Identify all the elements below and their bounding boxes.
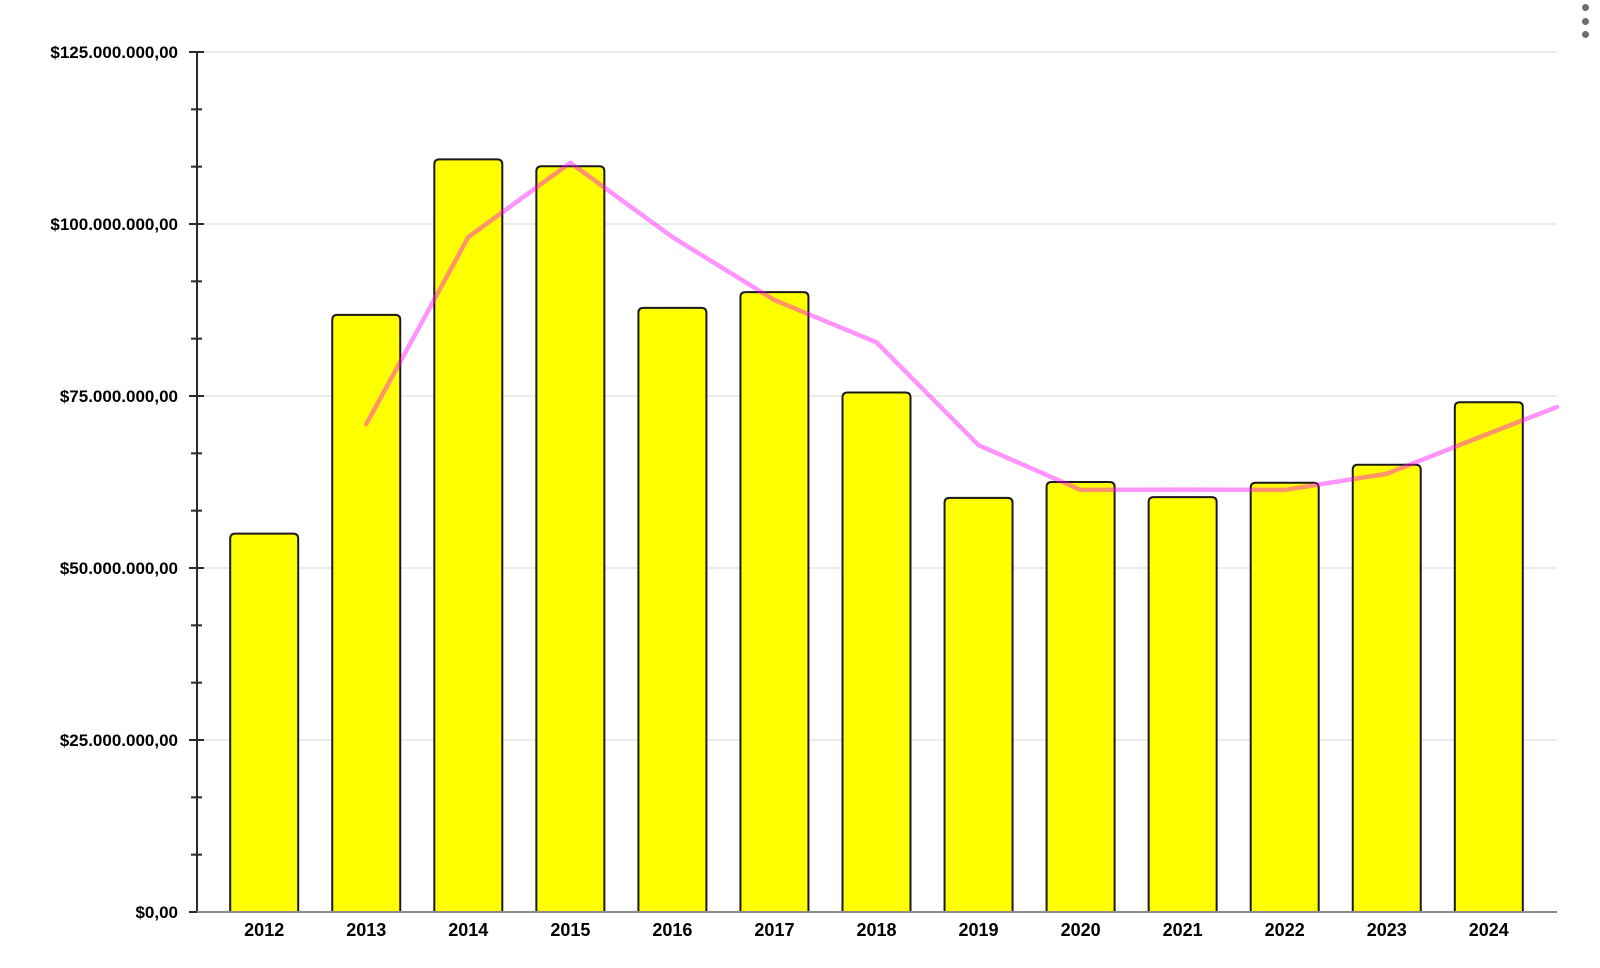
x-axis-label-2023: 2023 bbox=[1367, 920, 1407, 940]
x-axis-label-2016: 2016 bbox=[652, 920, 692, 940]
trendline-series[interactable] bbox=[364, 160, 1560, 493]
y-axis-tick-label: $25.000.000,00 bbox=[60, 731, 178, 750]
y-axis-tick-label: $125.000.000,00 bbox=[50, 43, 178, 62]
bar-2021[interactable] bbox=[1147, 496, 1218, 912]
bar-2012[interactable] bbox=[229, 532, 300, 912]
bar-2017[interactable] bbox=[739, 291, 810, 912]
y-axis-tick-label: $0,00 bbox=[135, 903, 178, 922]
bar-2023[interactable] bbox=[1351, 463, 1422, 912]
y-axis-tick-label: $50.000.000,00 bbox=[60, 559, 178, 578]
bar-2013[interactable] bbox=[331, 313, 402, 912]
x-axis-label-2022: 2022 bbox=[1265, 920, 1305, 940]
bar-2018[interactable] bbox=[841, 391, 912, 912]
bar-2019[interactable] bbox=[943, 496, 1014, 912]
y-axis-tick-label: $100.000.000,00 bbox=[50, 215, 178, 234]
chart-options-button[interactable] bbox=[1578, 2, 1592, 40]
y-axis-tick-label: $75.000.000,00 bbox=[60, 387, 178, 406]
bar-2022[interactable] bbox=[1249, 481, 1320, 912]
bar-2014[interactable] bbox=[433, 158, 504, 912]
bar-2020[interactable] bbox=[1045, 481, 1116, 912]
x-axis-label-2024: 2024 bbox=[1469, 920, 1509, 940]
bar-2016[interactable] bbox=[637, 306, 708, 912]
x-axis-label-2012: 2012 bbox=[244, 920, 284, 940]
x-axis-label-2017: 2017 bbox=[754, 920, 794, 940]
x-axis-label-2019: 2019 bbox=[959, 920, 999, 940]
kebab-menu-icon bbox=[1581, 17, 1589, 25]
kebab-menu-icon bbox=[1581, 31, 1589, 38]
x-axis-label-2015: 2015 bbox=[550, 920, 590, 940]
bar-2015[interactable] bbox=[535, 165, 606, 912]
x-axis-label-2018: 2018 bbox=[856, 920, 896, 940]
x-axis-label-2021: 2021 bbox=[1163, 920, 1203, 940]
x-axis-label-2014: 2014 bbox=[448, 920, 488, 940]
bar-2024[interactable] bbox=[1453, 401, 1524, 912]
x-axis-label-2020: 2020 bbox=[1061, 920, 1101, 940]
x-axis-label-2013: 2013 bbox=[346, 920, 386, 940]
kebab-menu-icon bbox=[1581, 4, 1589, 11]
